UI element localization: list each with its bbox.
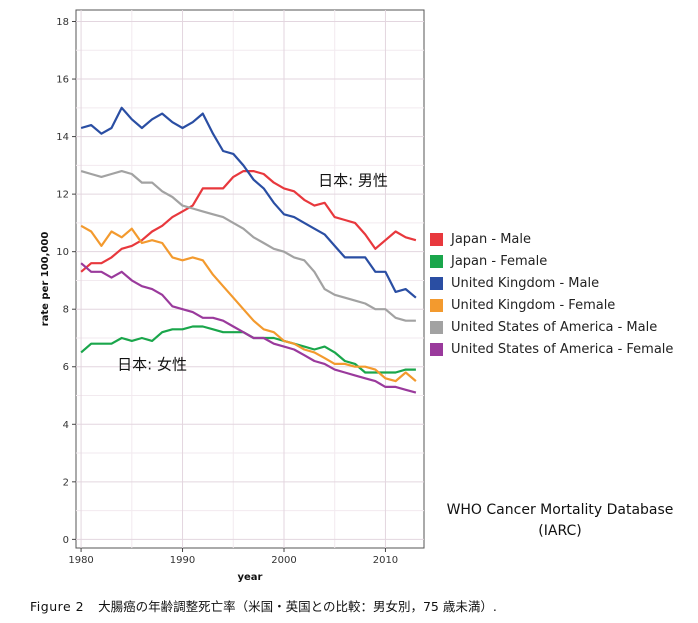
legend-label: United States of America - Female — [451, 341, 674, 357]
series-lines — [80, 106, 417, 394]
y-tick-label: 14 — [56, 132, 69, 143]
legend-item: United Kingdom - Male — [430, 272, 673, 294]
y-axis-ticks: 0 2 4 6 8 10 12 14 16 18 — [56, 17, 76, 546]
source-line-2: (IARC) — [538, 523, 582, 539]
y-tick-label: 0 — [63, 535, 69, 546]
series-united-kingdom-female — [80, 224, 417, 383]
y-tick-label: 2 — [63, 477, 69, 488]
legend-label: Japan - Female — [451, 253, 548, 269]
grid-lines — [76, 10, 424, 548]
y-tick-label: 4 — [63, 420, 69, 431]
y-tick-label: 12 — [56, 190, 69, 201]
legend-label: Japan - Male — [451, 231, 532, 247]
x-tick-label: 1980 — [68, 555, 93, 566]
y-tick-label: 10 — [56, 247, 69, 258]
series-united-states-of-america-male — [80, 170, 416, 322]
y-tick-label: 18 — [56, 17, 69, 28]
x-axis-ticks: 1980 1990 2000 2010 — [68, 548, 398, 566]
x-tick-label: 2010 — [373, 555, 398, 566]
y-axis-label: rate per 100,000 — [40, 232, 51, 327]
source-note: WHO Cancer Mortality Database (IARC) — [440, 500, 680, 542]
plot-background — [75, 9, 425, 549]
legend-swatch — [430, 254, 443, 268]
legend-item: United States of America - Female — [430, 338, 673, 360]
figure-caption: Figure 2 大腸癌の年齢調整死亡率（米国・英国との比較：男女別，75 歳未満… — [30, 596, 497, 615]
legend-label: United States of America - Male — [451, 319, 658, 335]
x-tick-label: 1990 — [170, 555, 195, 566]
legend-swatch — [430, 298, 443, 312]
legend-item: United Kingdom - Female — [430, 294, 673, 316]
annotation-label: 日本: 女性 — [117, 356, 187, 374]
legend-swatch — [430, 232, 443, 246]
caption-text: 大腸癌の年齢調整死亡率（米国・英国との比較：男女別，75 歳未満）. — [98, 599, 497, 614]
legend-swatch — [430, 342, 443, 356]
legend: Japan - Male Japan - Female United Kingdom… — [430, 228, 673, 360]
x-tick-label: 2000 — [271, 555, 296, 566]
x-axis-label: year — [238, 572, 263, 583]
y-tick-label: 8 — [63, 305, 69, 316]
source-line-1: WHO Cancer Mortality Database — [446, 502, 674, 518]
legend-label: United Kingdom - Male — [451, 275, 600, 291]
legend-item: Japan - Male — [430, 228, 673, 250]
y-tick-label: 16 — [56, 75, 69, 86]
legend-label: United Kingdom - Female — [451, 297, 616, 313]
legend-swatch — [430, 276, 443, 290]
legend-item: United States of America - Male — [430, 316, 673, 338]
series-united-kingdom-male — [80, 106, 417, 299]
y-tick-label: 6 — [63, 362, 69, 373]
legend-item: Japan - Female — [430, 250, 673, 272]
series-united-states-of-america-female — [80, 262, 417, 394]
legend-swatch — [430, 320, 443, 334]
figure-number: Figure 2 — [30, 599, 85, 614]
annotation-label: 日本: 男性 — [318, 171, 388, 189]
